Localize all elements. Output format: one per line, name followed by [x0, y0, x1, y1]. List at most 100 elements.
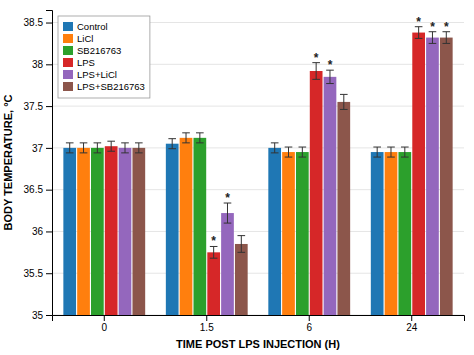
- annotation: *: [444, 20, 449, 34]
- tick: 24: [406, 315, 418, 333]
- bar: [119, 148, 132, 315]
- plot: *******01.56243535.53636.53737.53838.5TI…: [2, 11, 465, 351]
- tick-label: 36: [32, 226, 44, 237]
- tick-mark: [206, 315, 207, 321]
- legend-box: [58, 16, 150, 98]
- tick: 0: [101, 315, 107, 333]
- error-bar: [121, 143, 129, 153]
- tick: 38.5: [24, 17, 52, 28]
- tick-mark: [411, 315, 412, 321]
- tick: 36: [32, 226, 52, 237]
- bar: [426, 38, 439, 315]
- legend-item: LPS+SB216763: [63, 81, 145, 92]
- annotation: *: [211, 234, 216, 248]
- bar: [398, 152, 411, 315]
- bar: [193, 138, 206, 315]
- legend-swatch: [63, 22, 73, 31]
- bar: [221, 213, 234, 315]
- legend-swatch: [63, 70, 73, 79]
- bar: [180, 138, 193, 315]
- tick: 35.5: [24, 268, 52, 279]
- annotation: *: [225, 191, 230, 205]
- legend-label: LPS: [77, 57, 95, 68]
- chart: *******01.56243535.53636.53737.53838.5TI…: [0, 0, 474, 355]
- error-bar: [340, 94, 348, 109]
- bar: [91, 148, 104, 315]
- bar: [337, 102, 350, 315]
- error-bar: [299, 147, 307, 157]
- y-axis-title: BODY TEMPERATURE, °C: [2, 94, 14, 230]
- tick: 1.5: [200, 315, 214, 333]
- bar: [282, 152, 295, 315]
- legend-swatch: [63, 34, 73, 43]
- tick-mark: [46, 190, 52, 191]
- legend-swatch: [63, 46, 73, 55]
- tick-label: 6: [306, 322, 312, 333]
- tick-mark: [46, 231, 52, 232]
- bar: [412, 33, 425, 315]
- tick-label: 35.5: [24, 268, 44, 279]
- tick-mark: [309, 315, 310, 321]
- tick: 37: [32, 143, 52, 154]
- tick-label: 35: [32, 310, 44, 321]
- bar: [235, 244, 248, 315]
- bar: [371, 152, 384, 315]
- legend-item: SB216763: [63, 45, 121, 56]
- error-bar: [271, 143, 279, 153]
- tick: 37.5: [24, 101, 52, 112]
- series: [132, 32, 452, 315]
- axis-line: [53, 316, 465, 322]
- error-bar: [107, 141, 115, 151]
- axis-line: [46, 11, 53, 316]
- annotation: *: [430, 20, 435, 34]
- tick-mark: [46, 106, 52, 107]
- y-axis: 35 35.5 36 36.5 37 37.5 38 38.5: [24, 11, 53, 321]
- annotations: *******: [211, 15, 449, 249]
- bar: [268, 148, 281, 315]
- tick: 38: [32, 59, 52, 70]
- tick-mark: [46, 64, 52, 65]
- tick-label: 37.5: [24, 101, 44, 112]
- error-bar: [94, 143, 102, 153]
- tick-mark: [46, 148, 52, 149]
- legend-item: LiCl: [63, 33, 93, 44]
- series: [119, 32, 439, 315]
- legend-label: LPS+SB216763: [77, 81, 145, 92]
- bar: [324, 77, 337, 315]
- bar: [440, 38, 453, 315]
- annotation: *: [328, 58, 333, 72]
- tick-mark: [46, 273, 52, 274]
- error-bar: [168, 139, 176, 149]
- legend-label: LPS+LiCl: [77, 69, 117, 80]
- legend-item: LPS: [63, 57, 95, 68]
- error-bar: [285, 147, 293, 157]
- bar: [296, 152, 309, 315]
- error-bar: [224, 203, 232, 223]
- series: [105, 27, 425, 315]
- error-bar: [196, 133, 204, 143]
- tick-label: 24: [406, 322, 418, 333]
- error-bar: [373, 147, 381, 157]
- error-bar: [312, 63, 320, 80]
- tick-label: 37: [32, 143, 44, 154]
- tick-label: 0: [101, 322, 107, 333]
- annotation: *: [314, 51, 319, 65]
- tick: 36.5: [24, 184, 52, 195]
- error-bar: [237, 236, 245, 253]
- bar: [166, 144, 179, 315]
- legend-label: LiCl: [77, 33, 93, 44]
- bar: [105, 146, 118, 315]
- legend-label: SB216763: [77, 45, 121, 56]
- bar: [310, 71, 323, 315]
- x-axis-title: TIME POST LPS INJECTION (H): [176, 338, 340, 350]
- legend: ControlLiClSB216763LPSLPS+LiClLPS+SB2167…: [58, 16, 150, 98]
- error-bar: [66, 143, 74, 153]
- error-bar: [401, 147, 409, 157]
- tick-label: 36.5: [24, 184, 44, 195]
- legend-item: Control: [63, 21, 108, 32]
- tick-mark: [46, 23, 52, 24]
- tick: 35: [32, 310, 52, 321]
- error-bar: [135, 143, 143, 153]
- tick: 6: [306, 315, 312, 333]
- bar: [207, 252, 220, 315]
